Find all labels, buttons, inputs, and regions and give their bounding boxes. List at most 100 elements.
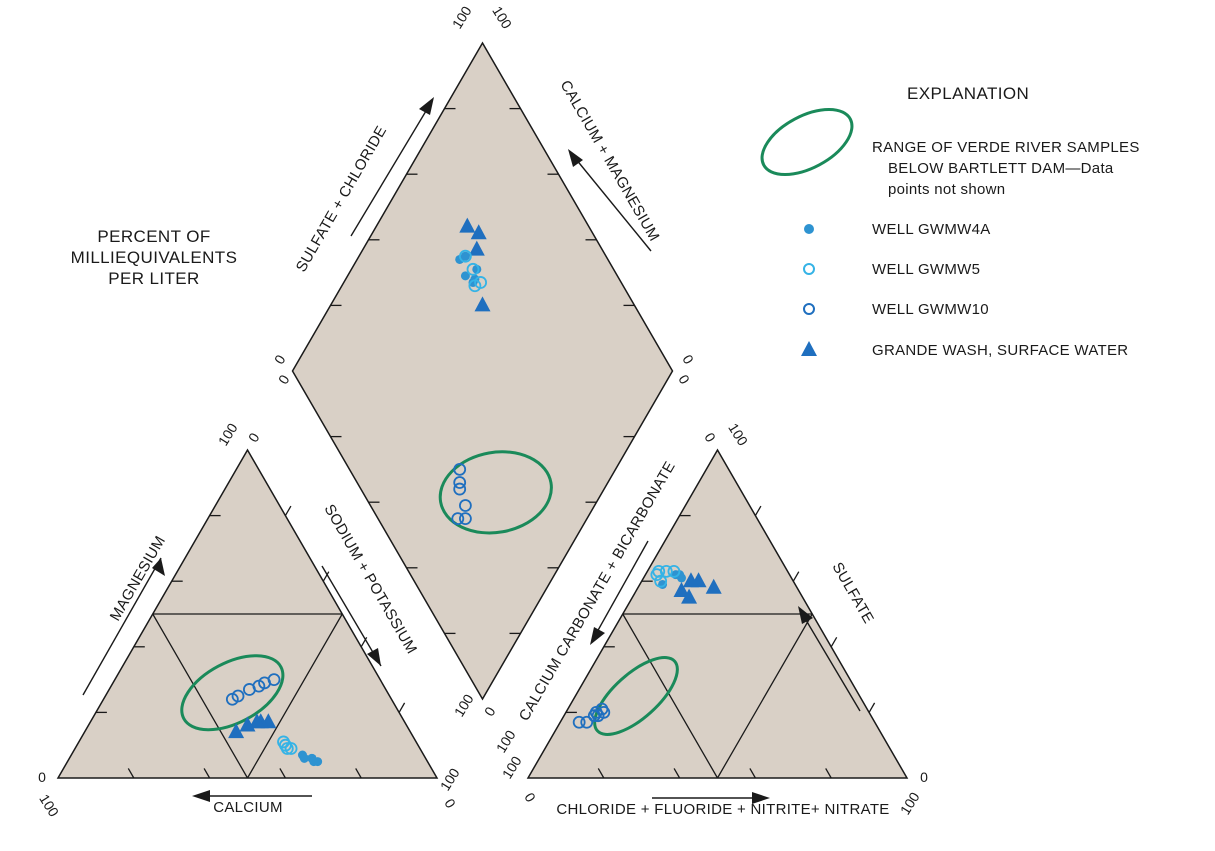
anion-tick-right-2 — [792, 571, 800, 582]
axis-title-sulfate: SULFATE — [829, 560, 878, 627]
cation-tick-bottom-3 — [355, 768, 362, 779]
legend-label-range-line-1: RANGE OF VERDE RIVER SAMPLES — [872, 139, 1140, 156]
anion-tick-bottom-0 — [597, 768, 605, 779]
point-gwmw5-anion-3 — [659, 564, 673, 578]
anion-tick-bottom-3 — [825, 768, 832, 779]
arrowhead-chloride — [752, 792, 770, 804]
tick-num-dia-right-0b: 0 — [675, 372, 693, 387]
legend-label-range-line-2: BELOW BARTLETT DAM—Data — [888, 160, 1114, 177]
point-gwmw10-diamond-1 — [453, 476, 467, 489]
cation-tick-right-3 — [284, 505, 292, 516]
cation-tick-right-1 — [360, 636, 368, 648]
side-caption-line-1: PERCENT OF — [97, 227, 210, 246]
axis-title-calcium: CALCIUM — [213, 799, 283, 816]
point-surface-cation-4 — [228, 723, 245, 739]
point-gwmw4a-diamond-4 — [472, 264, 482, 274]
point-gwmw10-diamond-3 — [458, 499, 472, 512]
tick-num-cation-top-100: 100 — [215, 420, 241, 448]
point-gwmw10-anion-6 — [591, 709, 605, 723]
arrow-sulfate-chloride — [350, 100, 433, 237]
legend-label-gwmw10: WELL GWMW10 — [872, 301, 989, 318]
legend-marker-gwmw10 — [803, 303, 815, 315]
point-gwmw5-anion-2 — [652, 564, 666, 578]
arrowhead-calcium — [192, 790, 210, 802]
tick-num-dia-top-100a: 100 — [449, 3, 475, 31]
legend-marker-gwmw4a — [804, 224, 814, 234]
tick-num-anion-right-100: 100 — [897, 789, 923, 817]
anion-mid-line-2 — [622, 613, 719, 779]
verde-range-ellipses — [180, 450, 679, 736]
tick-num-dia-top-100b: 100 — [489, 3, 515, 31]
cation-mid-line-3 — [246, 613, 343, 779]
tick-num-anion-right-0: 0 — [920, 769, 928, 785]
legend-label-surface: GRANDE WASH, SURFACE WATER — [872, 342, 1128, 359]
point-gwmw4a-cation-5 — [309, 757, 319, 767]
point-gwmw5-diamond-1 — [466, 262, 480, 276]
cation-tick-right-0 — [398, 702, 406, 713]
anion-mid-line-3 — [716, 613, 813, 779]
point-gwmw5-diamond-3 — [474, 276, 488, 289]
point-gwmw10-diamond-5 — [451, 512, 465, 525]
tick-num-anion-left-100a: 100 — [493, 727, 519, 755]
legend-label-range-line-3: points not shown — [888, 181, 1005, 198]
arrowhead-calcium-magnesium — [568, 149, 583, 167]
axis-title-chloride-group: CHLORIDE + FLUORIDE + NITRITE+ NITRATE — [556, 801, 889, 818]
point-surface-anion-1 — [705, 578, 722, 594]
legend-label-gwmw4a: WELL GWMW4A — [872, 221, 991, 238]
legend-marker-range — [760, 108, 854, 176]
cation-tick-bottom-0 — [127, 768, 135, 779]
arrowhead-carbonate — [590, 627, 605, 645]
anion-tick-right-1 — [830, 636, 838, 648]
arrowhead-sulfate — [798, 606, 813, 624]
point-surface-anion-3 — [673, 582, 690, 598]
point-gwmw4a-diamond-1 — [460, 271, 470, 281]
side-caption-line-2: MILLIEQUIVALENTS — [71, 248, 238, 267]
arrow-magnesium — [82, 557, 162, 696]
arrow-carbonate — [591, 540, 649, 642]
point-surface-diamond-3 — [474, 296, 491, 312]
cation-tick-bottom-1 — [203, 768, 211, 779]
tick-num-cation-top-0: 0 — [245, 430, 263, 445]
tick-num-anion-top-100: 100 — [725, 420, 751, 448]
point-gwmw4a-diamond-5 — [460, 251, 470, 261]
point-gwmw10-diamond-4 — [458, 512, 472, 525]
tick-num-anion-left-100b: 100 — [499, 753, 525, 781]
point-gwmw10-cation-5 — [225, 692, 239, 706]
legend: EXPLANATION RANGE OF VERDE RIVER SAMPLES… — [760, 84, 1140, 359]
tick-num-anion-left-0: 0 — [521, 790, 539, 805]
anion-tick-right-0 — [868, 702, 876, 713]
tick-num-dia-bottom-100: 100 — [451, 691, 477, 719]
arrow-sulfate — [799, 609, 861, 712]
arrowhead-sodium-potassium — [367, 648, 381, 666]
arrowhead-magnesium — [152, 558, 165, 576]
tick-num-cation-right-0: 0 — [441, 796, 459, 811]
tick-num-dia-right-0a: 0 — [679, 352, 697, 367]
point-surface-diamond-1 — [470, 224, 487, 240]
point-gwmw10-cation-3 — [242, 683, 256, 696]
legend-title: EXPLANATION — [907, 84, 1029, 103]
legend-label-gwmw5: WELL GWMW5 — [872, 261, 980, 278]
point-surface-diamond-2 — [468, 240, 485, 256]
point-surface-anion-2 — [681, 588, 698, 604]
verde-range-anion — [593, 656, 679, 736]
cation-tick-right-2 — [322, 571, 330, 582]
point-surface-cation-3 — [239, 716, 256, 732]
plot-shapes — [56, 41, 909, 779]
point-gwmw5-anion-4 — [667, 564, 681, 578]
tick-num-cation-bottom-100: 100 — [36, 791, 62, 819]
point-gwmw5-diamond-0 — [458, 249, 472, 263]
point-gwmw10-anion-0 — [580, 715, 594, 729]
arrowhead-sulfate-chloride — [419, 97, 434, 115]
arrow-calcium-magnesium — [570, 152, 652, 252]
tick-num-cation-left-0: 0 — [38, 769, 46, 785]
tick-num-dia-left-0a: 0 — [271, 352, 289, 367]
point-surface-anion-4 — [682, 572, 699, 588]
legend-marker-gwmw5 — [803, 263, 815, 275]
tick-num-dia-left-0b: 0 — [275, 372, 293, 387]
anion-tick-right-3 — [754, 505, 762, 516]
point-surface-cation-2 — [248, 713, 265, 729]
side-caption-line-3: PER LITER — [108, 269, 199, 288]
point-gwmw10-anion-5 — [572, 715, 586, 729]
